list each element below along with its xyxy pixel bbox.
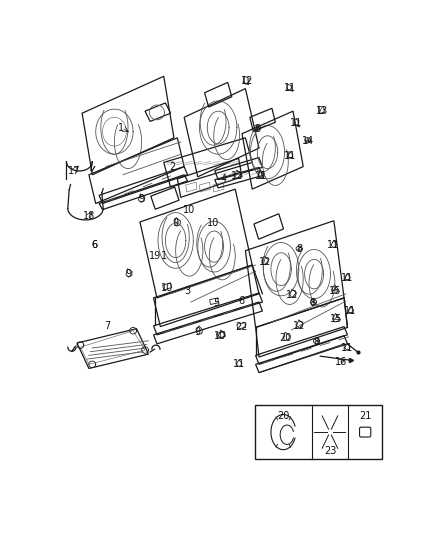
- Text: 20: 20: [276, 411, 289, 421]
- Text: 10: 10: [206, 218, 219, 228]
- Text: 15: 15: [328, 286, 341, 295]
- Text: 10: 10: [214, 330, 226, 341]
- Text: 6: 6: [91, 240, 97, 251]
- Text: 4: 4: [220, 174, 226, 184]
- Text: 7: 7: [104, 321, 110, 331]
- Text: 11: 11: [290, 118, 302, 128]
- Text: 11: 11: [254, 171, 266, 181]
- Text: 11: 11: [232, 359, 244, 369]
- Text: 14: 14: [301, 136, 314, 146]
- Text: 11: 11: [343, 306, 356, 316]
- Text: 1: 1: [118, 123, 124, 133]
- Text: 9: 9: [138, 195, 145, 204]
- Text: 21: 21: [358, 411, 371, 421]
- Text: 1: 1: [160, 251, 166, 261]
- Text: 11: 11: [340, 343, 352, 353]
- Text: 8: 8: [295, 245, 301, 254]
- Text: 17: 17: [68, 166, 81, 176]
- Text: 12: 12: [230, 171, 243, 181]
- Text: 19: 19: [149, 251, 161, 261]
- Text: 6: 6: [238, 296, 244, 306]
- Text: 6: 6: [91, 240, 97, 251]
- Text: 12: 12: [286, 289, 298, 300]
- Text: 3: 3: [184, 286, 190, 295]
- Text: 2: 2: [169, 163, 175, 172]
- Text: 8: 8: [254, 124, 260, 134]
- Text: 8: 8: [312, 337, 318, 347]
- Text: 9: 9: [194, 327, 200, 336]
- Text: 20: 20: [279, 333, 291, 343]
- Text: 9: 9: [125, 269, 131, 279]
- Text: 23: 23: [323, 446, 336, 456]
- Text: 8: 8: [309, 298, 315, 308]
- Text: 16: 16: [334, 357, 346, 367]
- Text: 11: 11: [326, 240, 339, 251]
- Text: 12: 12: [292, 321, 305, 331]
- Text: 5: 5: [213, 298, 219, 308]
- Text: 18: 18: [83, 211, 95, 221]
- Text: 11: 11: [283, 83, 295, 93]
- Text: 11: 11: [283, 151, 295, 161]
- Text: 11: 11: [340, 273, 352, 283]
- Bar: [254, 406, 381, 459]
- Text: 13: 13: [315, 106, 327, 116]
- Text: 12: 12: [258, 257, 271, 267]
- Text: 15: 15: [330, 314, 342, 324]
- Text: 10: 10: [161, 282, 173, 293]
- Text: 22: 22: [234, 322, 247, 333]
- Text: 10: 10: [183, 205, 195, 215]
- Text: 9: 9: [172, 218, 178, 228]
- Text: 12: 12: [240, 76, 253, 86]
